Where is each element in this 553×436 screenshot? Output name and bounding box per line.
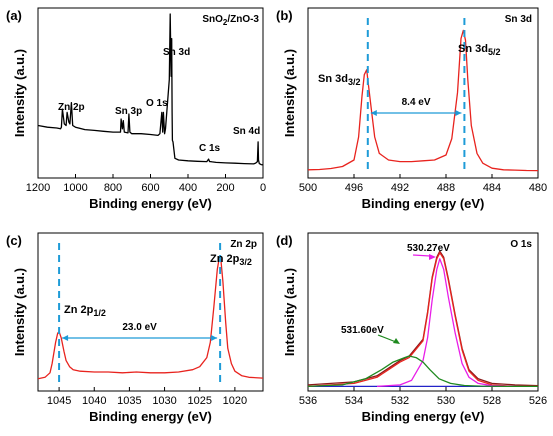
- peak-label-zn2p12-sub: 1/2: [93, 308, 106, 318]
- x-tick-label-a: 1200: [26, 182, 50, 194]
- x-tick-label-b: 484: [483, 182, 501, 194]
- annotation-arrowhead-531: [393, 338, 400, 344]
- x-tick-label-a: 1000: [63, 182, 87, 194]
- plot-frame-c: [37, 232, 264, 392]
- peak-annotation-530: 530.27eV: [407, 243, 450, 254]
- peak-annotation-survey: Sn 3d: [163, 47, 190, 58]
- arrow-head-right-c: [211, 335, 218, 341]
- peak-annotation-survey: O 1s: [146, 98, 168, 109]
- x-tick-label-d: 532: [391, 395, 409, 407]
- y-axis-label-a: Intensity (a.u.): [12, 49, 27, 137]
- x-tick-label-d: 536: [299, 395, 317, 407]
- panel-d: 536 534 532 530 528 526: [299, 232, 547, 407]
- series-line-d-1: [308, 250, 538, 387]
- x-axis-label-a: Binding energy (eV): [89, 196, 212, 211]
- peak-label-zn2p12-main: Zn 2p: [64, 304, 94, 316]
- series-line-d-3: [376, 258, 516, 388]
- x-tick-label-d: 528: [483, 395, 501, 407]
- separation-label-c: 23.0 eV: [122, 322, 157, 333]
- x-tick-label-d: 534: [345, 395, 363, 407]
- x-tick-label-a: 0: [260, 182, 266, 194]
- panel-b: 500 496 492 488 484 480: [299, 7, 547, 194]
- panel-c: 1045 1040 1035 1030 1025 1020: [37, 232, 264, 407]
- x-tick-label-b: 488: [437, 182, 455, 194]
- plot-frame-a: [37, 7, 264, 179]
- x-tick-label-a: 800: [104, 182, 122, 194]
- arrow-head-right-b: [455, 110, 462, 116]
- x-tick-label-a: 600: [141, 182, 159, 194]
- x-tick-label-a: 200: [216, 182, 234, 194]
- x-axis-label-b: Binding energy (eV): [362, 196, 485, 211]
- peak-label-sn3d32-sub: 3/2: [348, 77, 361, 87]
- x-tick-label-c: 1025: [187, 395, 211, 407]
- arrow-head-left-c: [62, 335, 69, 341]
- x-tick-label-b: 492: [391, 182, 409, 194]
- series-line-b-0: [308, 29, 538, 172]
- plot-frame-d: [307, 232, 539, 392]
- series-line-a-0: [38, 13, 263, 166]
- peak-annotation-survey: Sn 3p: [115, 106, 142, 117]
- plot-frame-b: [307, 7, 539, 179]
- peak-label-zn2p32: Zn 2p3/2: [210, 253, 252, 267]
- annotation-arrow-531: [377, 334, 397, 343]
- x-tick-label-c: 1035: [117, 395, 141, 407]
- corner-label-a: SnO2/ZnO-3: [202, 14, 259, 27]
- y-axis-label-c: Intensity (a.u.): [12, 268, 27, 356]
- annotation-arrowhead-530: [429, 254, 436, 260]
- x-tick-label-c: 1040: [82, 395, 106, 407]
- series-line-d-2: [308, 252, 538, 388]
- peak-annotation-survey: Sn 4d: [233, 126, 260, 137]
- separation-label-b: 8.4 eV: [402, 97, 431, 108]
- x-axis-label-c: Binding energy (eV): [89, 409, 212, 424]
- peak-label-sn3d32-main: Sn 3d: [318, 73, 348, 85]
- peak-annotation-531: 531.60eV: [341, 325, 384, 336]
- panel-label-d: (d): [276, 233, 293, 248]
- y-axis-label-b: Intensity (a.u.): [282, 49, 297, 137]
- series-line-d-4: [308, 355, 538, 388]
- panel-label-c: (c): [6, 233, 22, 248]
- peak-annotation-survey: C 1s: [199, 143, 221, 154]
- corner-label-c: Zn 2p: [230, 239, 257, 250]
- series-line-c-0: [38, 256, 263, 380]
- x-tick-label-b: 500: [299, 182, 317, 194]
- panel-label-b: (b): [276, 8, 293, 23]
- x-tick-label-c: 1045: [47, 395, 71, 407]
- corner-label-d: O 1s: [510, 239, 532, 250]
- x-tick-label-d: 530: [437, 395, 455, 407]
- peak-annotation-survey: Zn 2p: [58, 102, 85, 113]
- peak-label-sn3d32: Sn 3d3/2: [318, 73, 360, 87]
- x-axis-label-d: Binding energy (eV): [362, 409, 485, 424]
- panel-a: 1200 1000 800 600 400 200 0: [26, 7, 266, 194]
- peak-label-zn2p32-sub: 3/2: [239, 257, 252, 267]
- corner-label-a-main: SnO: [202, 14, 223, 25]
- peak-label-sn3d52-main: Sn 3d: [458, 43, 488, 55]
- annotation-arrow-530: [412, 254, 431, 257]
- peak-label-zn2p32-main: Zn 2p: [210, 253, 240, 265]
- peak-label-sn3d52: Sn 3d5/2: [458, 43, 500, 57]
- x-tick-label-a: 400: [179, 182, 197, 194]
- corner-label-b: Sn 3d: [505, 14, 532, 25]
- x-tick-label-c: 1020: [223, 395, 247, 407]
- panel-label-a: (a): [6, 8, 22, 23]
- x-tick-label-b: 496: [345, 182, 363, 194]
- x-tick-label-b: 480: [529, 182, 547, 194]
- peak-label-sn3d52-sub: 5/2: [488, 47, 501, 57]
- x-tick-label-c: 1030: [152, 395, 176, 407]
- x-tick-label-d: 526: [529, 395, 547, 407]
- arrow-head-left-b: [370, 110, 377, 116]
- peak-label-zn2p12: Zn 2p1/2: [64, 304, 106, 318]
- y-axis-label-d: Intensity (a.u.): [282, 268, 297, 356]
- corner-label-a-sub: 2: [223, 18, 228, 27]
- corner-label-a-rest: /ZnO-3: [227, 14, 259, 25]
